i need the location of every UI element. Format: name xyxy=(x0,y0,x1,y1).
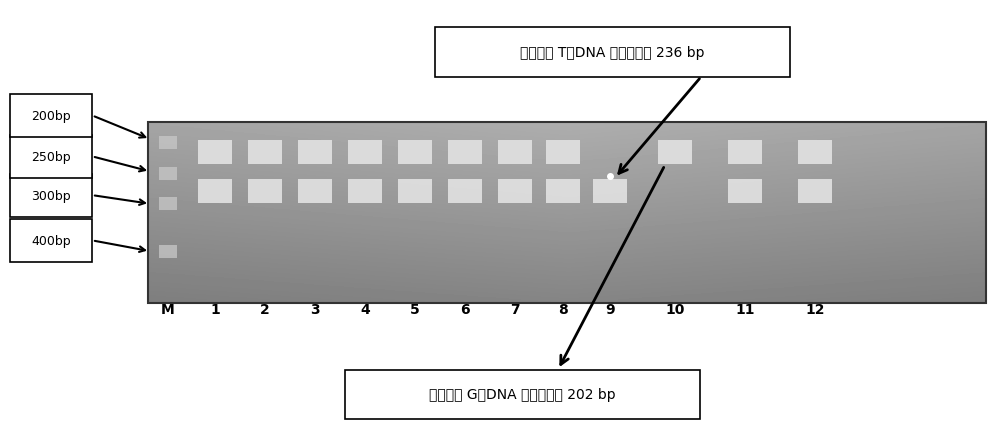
Bar xyxy=(728,179,762,203)
Bar xyxy=(148,123,986,303)
Bar xyxy=(248,141,282,164)
Bar xyxy=(546,179,580,203)
Bar xyxy=(298,179,332,203)
Text: 11: 11 xyxy=(735,303,755,316)
Bar xyxy=(546,141,580,164)
Text: 5: 5 xyxy=(410,303,420,316)
Text: 300bp: 300bp xyxy=(31,189,71,202)
Bar xyxy=(159,198,177,211)
Text: 400bp: 400bp xyxy=(31,234,71,247)
Text: 200bp: 200bp xyxy=(31,110,71,123)
Bar xyxy=(348,179,382,203)
Bar xyxy=(398,141,432,164)
Text: 等位基因 G，DNA 分子量大小 202 bp: 等位基因 G，DNA 分子量大小 202 bp xyxy=(429,387,616,402)
Bar xyxy=(345,370,700,419)
Bar xyxy=(728,141,762,164)
Text: 9: 9 xyxy=(605,303,615,316)
Bar xyxy=(398,179,432,203)
Bar xyxy=(10,135,92,178)
Text: 250bp: 250bp xyxy=(31,150,71,163)
Text: 7: 7 xyxy=(510,303,520,316)
Text: 6: 6 xyxy=(460,303,470,316)
Bar xyxy=(348,141,382,164)
Bar xyxy=(10,95,92,138)
Bar xyxy=(159,168,177,181)
Bar xyxy=(798,141,832,164)
Bar xyxy=(498,179,532,203)
Bar xyxy=(498,141,532,164)
Text: 4: 4 xyxy=(360,303,370,316)
Bar xyxy=(435,28,790,77)
Text: M: M xyxy=(161,303,175,316)
Bar xyxy=(248,179,282,203)
Text: 8: 8 xyxy=(558,303,568,316)
Bar xyxy=(198,179,232,203)
Bar xyxy=(10,174,92,217)
Bar xyxy=(298,141,332,164)
Bar xyxy=(798,179,832,203)
Text: 等位基因 T，DNA 分子量大小 236 bp: 等位基因 T，DNA 分子量大小 236 bp xyxy=(520,46,705,60)
Bar xyxy=(448,141,482,164)
Bar xyxy=(658,141,692,164)
Bar xyxy=(159,245,177,258)
Bar xyxy=(448,179,482,203)
Text: 1: 1 xyxy=(210,303,220,316)
Bar xyxy=(10,219,92,262)
Bar xyxy=(159,136,177,149)
Bar xyxy=(198,141,232,164)
Text: 12: 12 xyxy=(805,303,825,316)
Text: 2: 2 xyxy=(260,303,270,316)
Text: 10: 10 xyxy=(665,303,685,316)
Text: 3: 3 xyxy=(310,303,320,316)
Bar xyxy=(593,179,627,203)
